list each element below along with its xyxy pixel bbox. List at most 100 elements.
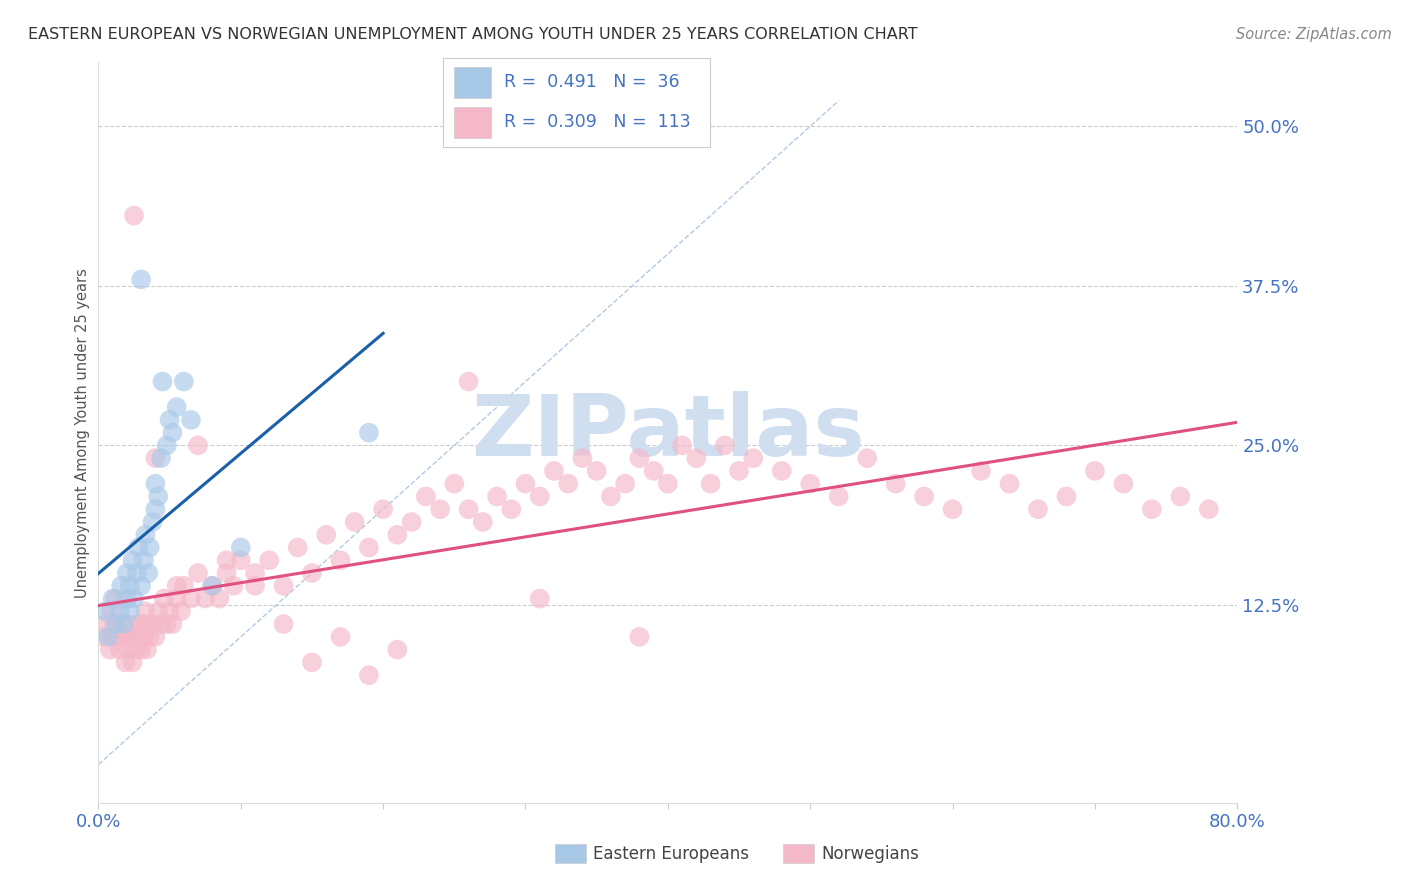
Point [201,579,224,593]
Point [136,566,159,580]
Point [1026,502,1049,516]
Point [153,591,176,606]
Point [117,642,139,657]
Point [208,591,231,606]
Point [515,476,537,491]
Point [1170,490,1192,504]
Point [643,464,665,478]
Point [301,656,323,670]
Point [105,630,128,644]
Point [194,591,217,606]
Point [329,553,352,567]
Point [150,451,173,466]
Text: R =  0.309   N =  113: R = 0.309 N = 113 [505,113,690,131]
Point [998,476,1021,491]
Point [166,579,188,593]
Point [134,604,156,618]
Point [115,630,138,644]
Point [387,642,409,657]
Point [108,642,131,657]
Point [884,476,907,491]
Point [471,515,494,529]
Point [401,515,423,529]
Point [129,272,152,286]
Point [628,630,651,644]
Point [110,579,132,593]
Point [501,502,523,516]
Point [828,490,851,504]
Point [457,375,479,389]
FancyBboxPatch shape [454,67,491,98]
Point [104,617,127,632]
Point [529,490,551,504]
Point [387,527,409,541]
Point [170,604,193,618]
Point [770,464,793,478]
Point [443,476,465,491]
Point [129,642,152,657]
Point [671,438,693,452]
Text: EASTERN EUROPEAN VS NORWEGIAN UNEMPLOYMENT AMONG YOUTH UNDER 25 YEARS CORRELATIO: EASTERN EUROPEAN VS NORWEGIAN UNEMPLOYME… [28,27,918,42]
Point [112,630,135,644]
Point [156,438,179,452]
Point [585,464,607,478]
Point [112,617,135,632]
Point [357,541,380,555]
Point [122,591,145,606]
Point [571,451,593,466]
Point [699,476,721,491]
Y-axis label: Unemployment Among Youth under 25 years: Unemployment Among Youth under 25 years [75,268,90,598]
Text: Eastern Europeans: Eastern Europeans [593,845,749,863]
Point [1198,502,1220,516]
Point [187,438,209,452]
Point [141,515,163,529]
Point [138,541,160,555]
Point [101,591,124,606]
Point [91,630,114,644]
Point [136,617,159,632]
Point [1056,490,1078,504]
Point [135,642,157,657]
Point [120,630,142,644]
Point [856,451,879,466]
Point [121,656,143,670]
Point [103,617,125,632]
Point [180,591,202,606]
Point [104,591,127,606]
Point [128,630,150,644]
Point [657,476,679,491]
Point [942,502,965,516]
Point [229,541,252,555]
Point [357,668,380,682]
Text: Norwegians: Norwegians [821,845,920,863]
Point [97,630,120,644]
Point [100,604,122,618]
Point [529,591,551,606]
Point [159,413,181,427]
Point [180,413,202,427]
Point [162,617,184,632]
Point [145,476,167,491]
Point [156,617,179,632]
Point [122,209,145,223]
Point [145,630,167,644]
Point [132,630,155,644]
Point [115,591,138,606]
Point [148,604,170,618]
Point [614,476,637,491]
FancyBboxPatch shape [454,107,491,138]
Point [714,438,737,452]
Point [122,630,145,644]
Point [124,642,146,657]
Point [94,617,117,632]
Point [187,566,209,580]
Text: R =  0.491   N =  36: R = 0.491 N = 36 [505,73,681,91]
Point [159,604,181,618]
Point [118,604,141,618]
Point [110,617,132,632]
Point [301,566,323,580]
Point [357,425,380,440]
Point [557,476,579,491]
Point [415,490,437,504]
Point [98,642,121,657]
